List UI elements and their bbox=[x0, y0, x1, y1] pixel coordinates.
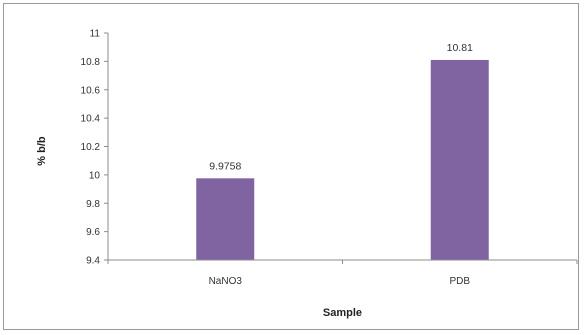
y-tick-label: 10.8 bbox=[81, 57, 101, 68]
bar-nano3 bbox=[196, 178, 255, 260]
bar-pdb bbox=[430, 59, 489, 260]
chart-frame: 9.4 9.6 9.8 10 10.2 10.4 10.6 10.8 11 9.9758 10.8… bbox=[3, 3, 579, 330]
data-labels: 9.9758 10.81 bbox=[209, 42, 473, 172]
y-tick-label: 10.4 bbox=[81, 114, 101, 125]
x-axis-title: Sample bbox=[323, 307, 362, 319]
y-tick-label: 9.6 bbox=[86, 227, 100, 238]
y-tick-label: 9.4 bbox=[86, 256, 100, 267]
y-axis-ticks: 9.4 9.6 9.8 10 10.2 10.4 10.6 10.8 11 bbox=[81, 29, 108, 267]
y-tick-label: 10.2 bbox=[81, 142, 101, 153]
y-tick-label: 10.6 bbox=[81, 85, 101, 96]
data-label: 10.81 bbox=[447, 42, 473, 54]
y-tick-label: 10 bbox=[89, 170, 101, 181]
x-axis-ticks: NaNO3 PDB bbox=[107, 260, 578, 287]
data-label: 9.9758 bbox=[209, 160, 241, 172]
y-tick-label: 11 bbox=[90, 29, 101, 40]
x-tick-label: PDB bbox=[449, 276, 470, 287]
y-axis-title: % b/b bbox=[36, 136, 48, 166]
bars bbox=[196, 59, 489, 260]
x-tick-label: NaNO3 bbox=[209, 276, 243, 287]
bar-chart: 9.4 9.6 9.8 10 10.2 10.4 10.6 10.8 11 9.9758 10.8… bbox=[36, 29, 578, 319]
y-tick-label: 9.8 bbox=[86, 199, 100, 210]
